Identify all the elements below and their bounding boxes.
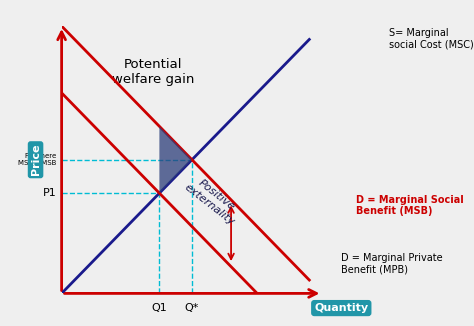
Text: P1: P1 <box>43 188 56 198</box>
Text: Price: Price <box>30 144 41 175</box>
Text: D = Marginal Social
Benefit (MSB): D = Marginal Social Benefit (MSB) <box>356 195 463 216</box>
Text: P* where
MSC =MSB: P* where MSC =MSB <box>18 153 56 166</box>
Text: Q*: Q* <box>185 303 199 313</box>
Text: Quantity: Quantity <box>314 303 368 313</box>
Text: Q1: Q1 <box>152 303 167 313</box>
Polygon shape <box>159 126 192 193</box>
Text: S= Marginal
social Cost (MSC): S= Marginal social Cost (MSC) <box>389 28 474 50</box>
Text: Potential
welfare gain: Potential welfare gain <box>112 57 194 85</box>
Text: Positive
externality: Positive externality <box>182 173 243 227</box>
Text: D = Marginal Private
Benefit (MPB): D = Marginal Private Benefit (MPB) <box>341 253 443 275</box>
